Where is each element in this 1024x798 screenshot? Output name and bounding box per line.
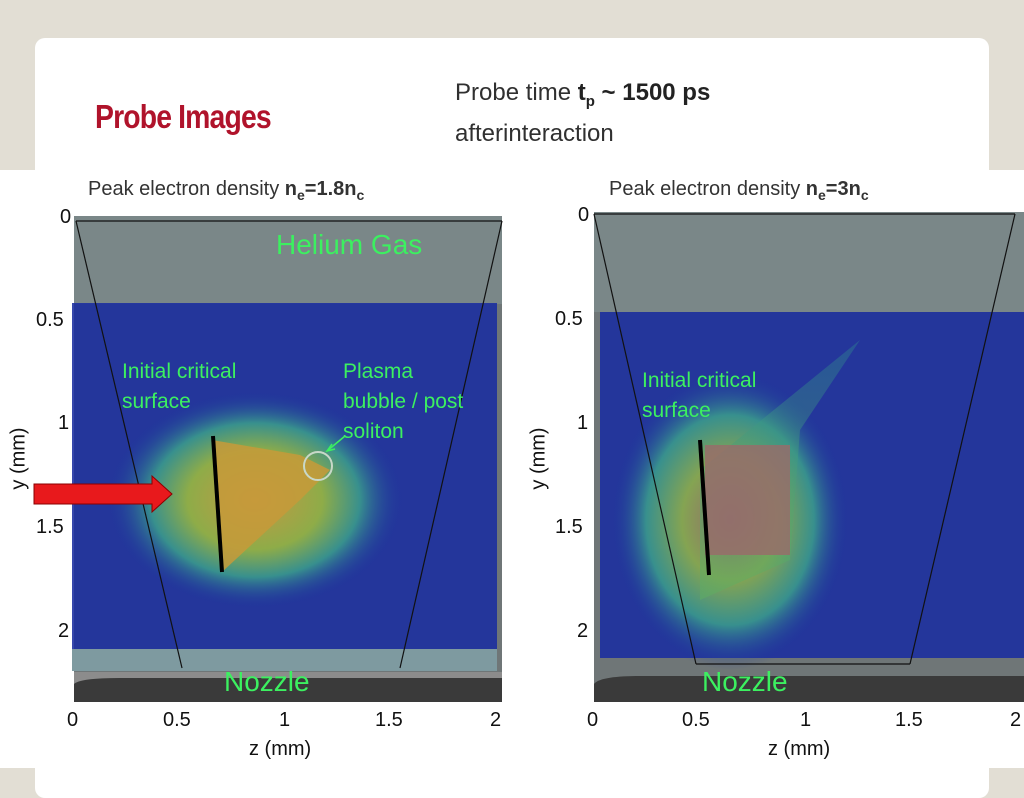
- probe-time-prefix: Probe time: [455, 79, 578, 106]
- right-x-tick-0: 0: [587, 709, 599, 731]
- probe-time-sub: p: [585, 92, 595, 110]
- right-y-tick-0: 0: [578, 204, 590, 226]
- left-helium-gas-label: Helium Gas: [276, 229, 423, 260]
- probe-time-line2: afterinteraction: [455, 119, 614, 147]
- right-critical-surface-label: Initial critical surface: [642, 366, 756, 426]
- left-caption-value: =1.8n: [304, 178, 357, 200]
- right-probe-image: [593, 212, 1024, 702]
- left-probe-image: [72, 216, 503, 702]
- probe-images-svg: [33, 212, 1024, 702]
- left-critical-line2: surface: [122, 390, 191, 413]
- right-y-axis-label: y (mm): [527, 427, 550, 490]
- laser-arrow: [33, 474, 173, 514]
- left-plasma-bubble-label: Plasma bubble / post soliton: [343, 357, 463, 447]
- probe-time-value: ~ 1500 ps: [594, 79, 711, 106]
- left-y-tick-1: 1: [58, 412, 70, 434]
- left-panel-caption: Peak electron density ne=1.8nc: [88, 178, 364, 203]
- right-critical-line1: Initial critical: [642, 369, 757, 392]
- right-y-tick-2: 2: [577, 620, 589, 642]
- left-x-tick-1: 1: [279, 709, 291, 731]
- left-caption-symbol: n: [284, 178, 297, 200]
- left-y-tick-0.5: 0.5: [36, 309, 64, 331]
- probe-time-text: Probe time tp ~ 1500 ps afterinteraction: [455, 77, 710, 150]
- left-critical-line1: Initial critical: [122, 360, 237, 383]
- left-caption-prefix: Peak electron density: [88, 178, 285, 200]
- left-nozzle-label: Nozzle: [224, 666, 310, 697]
- right-y-tick-1.5: 1.5: [555, 516, 583, 538]
- left-y-tick-1.5: 1.5: [36, 516, 64, 538]
- left-x-tick-2: 2: [490, 709, 502, 731]
- right-caption-prefix: Peak electron density: [609, 178, 806, 200]
- left-y-axis-label: y (mm): [7, 427, 30, 490]
- right-x-tick-1: 1: [800, 709, 812, 731]
- left-caption-sub2: c: [356, 187, 365, 203]
- right-panel-caption: Peak electron density ne=3nc: [609, 178, 869, 203]
- right-caption-value: =3n: [825, 178, 861, 200]
- right-critical-line2: surface: [642, 399, 711, 422]
- left-critical-surface-line: [211, 435, 224, 573]
- right-caption-symbol: n: [805, 178, 818, 200]
- left-x-tick-0: 0: [67, 709, 79, 731]
- right-x-tick-2: 2: [1010, 709, 1022, 731]
- slide-title: Probe Images: [95, 98, 272, 135]
- right-caption-sub2: c: [860, 187, 869, 203]
- left-critical-surface-label: Initial critical surface: [122, 357, 236, 417]
- right-y-tick-0.5: 0.5: [555, 308, 583, 330]
- bubble-line2: bubble / post: [343, 390, 464, 413]
- right-x-axis-label: z (mm): [768, 738, 831, 760]
- right-x-tick-0.5: 0.5: [682, 709, 710, 731]
- right-critical-surface-line: [698, 439, 711, 576]
- left-x-axis-label: z (mm): [249, 738, 312, 760]
- probe-time-symbol: t: [577, 79, 586, 106]
- bubble-line3: soliton: [343, 420, 404, 443]
- right-x-tick-1.5: 1.5: [895, 709, 923, 731]
- left-y-tick-2: 2: [58, 620, 70, 642]
- left-y-tick-0: 0: [60, 206, 72, 228]
- left-caption-sub1: e: [297, 187, 305, 203]
- right-nozzle-label: Nozzle: [702, 666, 788, 697]
- right-y-tick-1: 1: [577, 412, 589, 434]
- left-x-tick-0.5: 0.5: [163, 709, 191, 731]
- bubble-line1: Plasma: [343, 360, 414, 383]
- right-caption-sub1: e: [818, 187, 826, 203]
- left-x-tick-1.5: 1.5: [375, 709, 403, 731]
